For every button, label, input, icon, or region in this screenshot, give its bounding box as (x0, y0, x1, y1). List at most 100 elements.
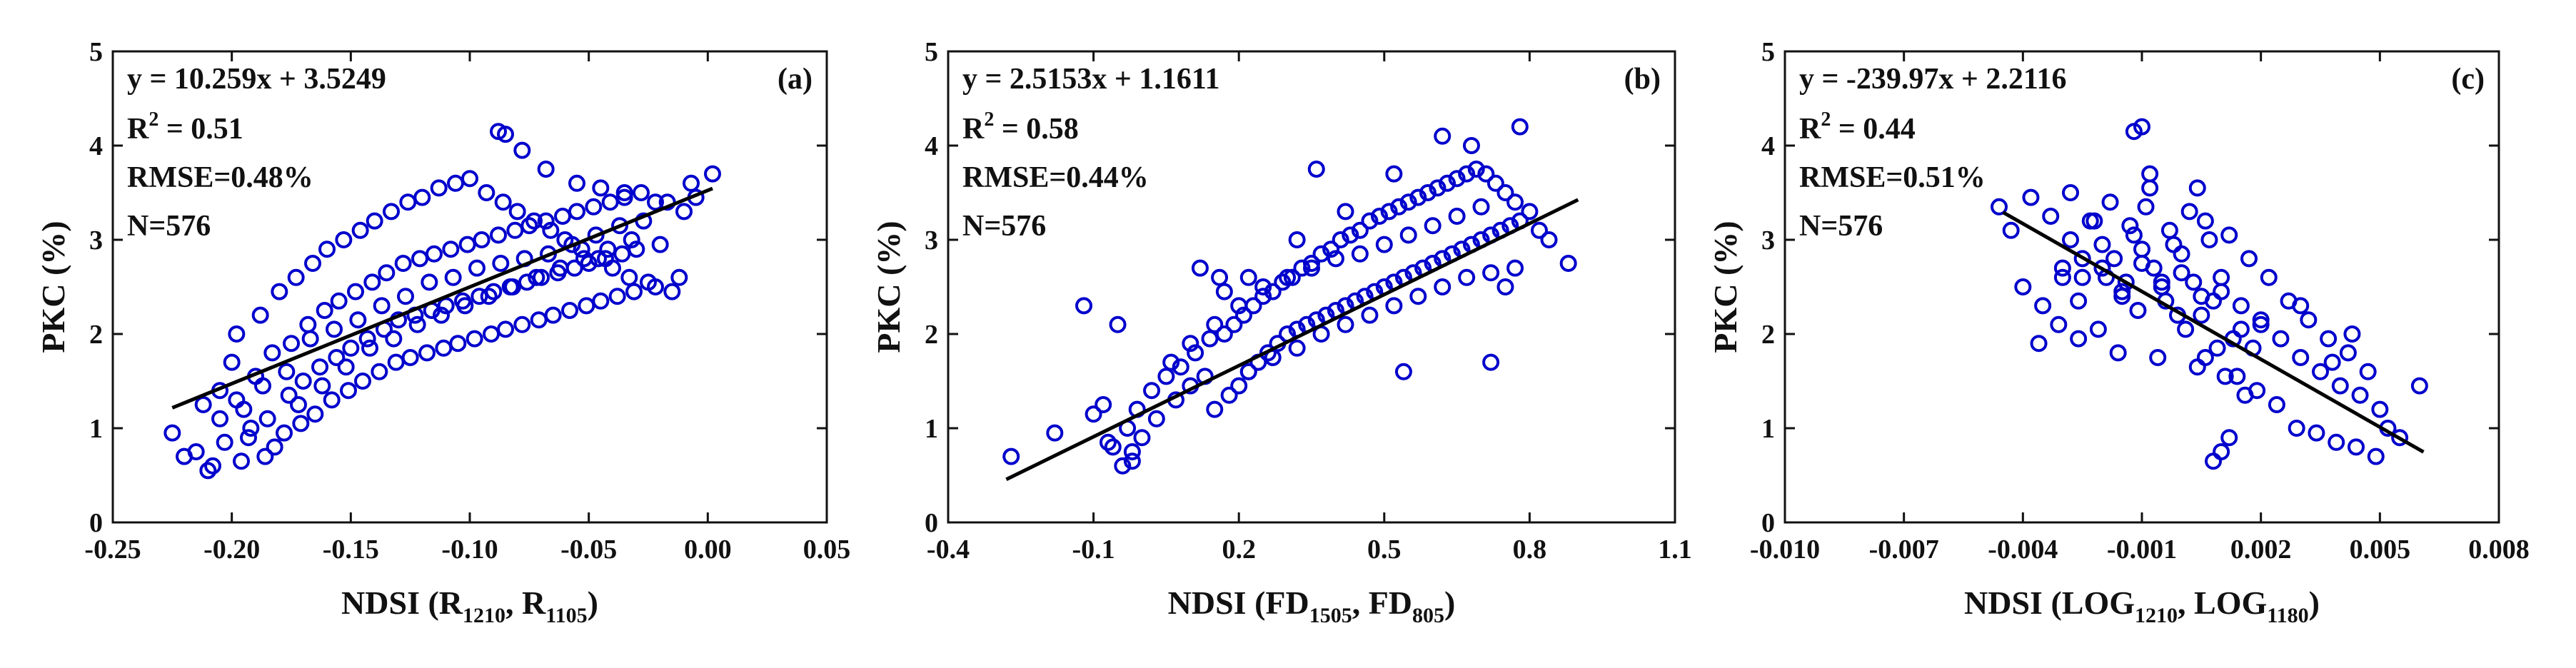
data-point (608, 288, 626, 305)
data-point (1434, 127, 1451, 145)
x-tick-label: 0.005 (2350, 535, 2411, 565)
data-point (304, 255, 321, 272)
data-point (233, 452, 250, 470)
data-point (1143, 382, 1161, 400)
data-point (1434, 278, 1451, 295)
data-point (473, 231, 490, 248)
data-point (228, 391, 246, 409)
rmse-annotation: RMSE=0.48% (127, 161, 313, 194)
data-point (2351, 386, 2369, 404)
y-tick-label: 5 (89, 37, 103, 67)
panel-label: (c) (2451, 63, 2485, 96)
data-point (2125, 226, 2143, 244)
data-point (1288, 339, 1306, 357)
data-point (223, 353, 241, 371)
data-point (399, 193, 417, 211)
data-point (2117, 273, 2135, 291)
data-point (2030, 335, 2048, 353)
data-point (1104, 438, 1122, 456)
data-point (537, 161, 555, 178)
data-point (442, 241, 460, 258)
chart-panel-a: -0.25 -0.20 -0.15 -0.10 -0.05 0.00 0.05 0 1 2 3 4 5y… (35, 37, 850, 627)
data-point (266, 438, 283, 456)
data-point (1429, 179, 1447, 197)
n-annotation: N=576 (127, 210, 211, 243)
data-point (490, 226, 507, 244)
data-point (313, 377, 331, 395)
y-tick-label: 3 (89, 226, 103, 255)
data-point (2228, 368, 2246, 385)
data-point (497, 320, 514, 338)
data-point (242, 420, 260, 437)
data-point (647, 193, 664, 211)
data-point (2062, 184, 2079, 201)
data-point (2188, 358, 2206, 376)
data-point (194, 396, 212, 413)
y-tick-label: 3 (1761, 226, 1775, 255)
x-tick-label: -0.010 (1750, 535, 1820, 565)
data-point (513, 315, 531, 333)
data-point (1506, 259, 1524, 277)
data-point (1351, 245, 1369, 263)
data-point (1099, 433, 1117, 451)
data-point (1375, 236, 1393, 253)
data-point (1109, 315, 1127, 333)
data-point (615, 184, 633, 201)
data-point (163, 424, 181, 442)
data-point (578, 297, 595, 315)
data-point (663, 283, 681, 300)
data-point (240, 429, 257, 447)
data-point (483, 325, 500, 343)
data-point (2173, 245, 2190, 263)
y-tick-label: 2 (1761, 320, 1775, 350)
x-axis-label: NDSI (R1210, R1105) (341, 584, 598, 627)
data-point (204, 457, 221, 475)
data-point (2093, 236, 2111, 253)
data-point (2070, 292, 2088, 310)
data-point (1385, 297, 1403, 315)
data-point (533, 268, 550, 286)
data-point (497, 126, 514, 143)
data-point (328, 349, 346, 366)
data-point (2121, 217, 2139, 235)
data-point (290, 396, 307, 413)
data-point (2073, 250, 2091, 268)
data-point (592, 292, 610, 310)
data-point (485, 283, 503, 300)
data-point (1467, 161, 1485, 178)
data-point (2145, 259, 2163, 277)
data-point (371, 363, 388, 380)
rmse-annotation: RMSE=0.51% (1799, 161, 1986, 194)
data-point (2141, 165, 2159, 183)
data-point (2410, 377, 2428, 395)
x-tick-label: 0.5 (1367, 535, 1402, 565)
y-tick-label: 2 (925, 320, 938, 350)
data-point (1085, 405, 1102, 423)
data-point (449, 335, 467, 353)
data-point (2086, 212, 2103, 230)
data-point (351, 221, 369, 239)
data-point (383, 203, 400, 221)
x-tick-label: -0.004 (1988, 535, 2058, 565)
data-point (2232, 320, 2250, 338)
data-point (468, 259, 485, 277)
data-point (437, 297, 455, 315)
data-point (525, 212, 543, 230)
data-point (1279, 268, 1297, 286)
data-point (575, 250, 593, 268)
chart-panel-b: -0.4 -0.1 0.2 0.5 0.8 1.1 0 1 2 3 4 5 y = 2.5153x + … (870, 37, 1692, 627)
data-point (1234, 306, 1252, 324)
data-point (2002, 221, 2020, 239)
data-point (1312, 245, 1330, 263)
data-point (1215, 283, 1233, 300)
data-point (280, 386, 298, 404)
data-point (397, 288, 414, 305)
data-point (2220, 226, 2238, 244)
data-point (2196, 212, 2214, 230)
data-point (1511, 118, 1529, 136)
data-point (466, 330, 483, 348)
data-point (1225, 315, 1243, 333)
data-point (258, 410, 276, 427)
data-point (385, 330, 403, 348)
data-point (2331, 377, 2349, 395)
